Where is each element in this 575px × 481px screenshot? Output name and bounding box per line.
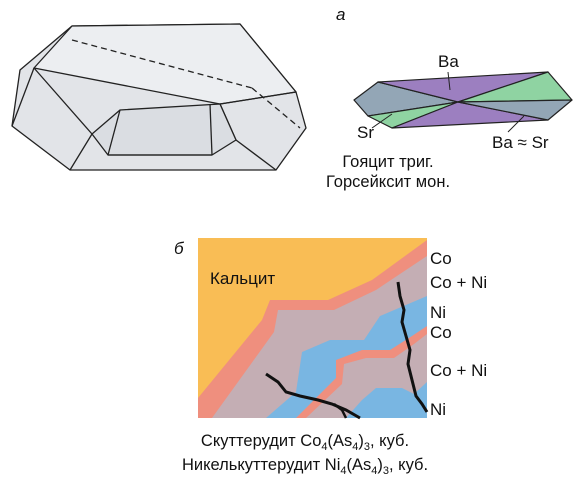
ba-leader — [447, 71, 451, 91]
panel-b-caption-line1: Скуттерудит Co4(As4)3, куб. — [160, 432, 450, 453]
grain-boundary — [265, 372, 361, 420]
zone-label-ni-2: Ni — [430, 400, 447, 419]
zone-label-co-1: Co — [430, 249, 452, 268]
calcite-label: Кальцит — [210, 269, 276, 288]
crystal-hidden-edge — [71, 39, 253, 89]
crystal-edge — [107, 109, 121, 156]
zone-label-coni-1: Co + Ni — [430, 273, 488, 292]
mineral-name: Скуттерудит — [200, 432, 296, 450]
panel-b-letter: б — [174, 239, 184, 258]
mineral-name: Никелькуттерудит — [181, 456, 321, 474]
grain-boundary — [333, 403, 348, 419]
sr-leader — [371, 113, 393, 129]
ba-label: Ba — [438, 52, 459, 71]
crystal-edge — [209, 103, 213, 156]
zone-ni-inner — [346, 382, 427, 418]
crystal-drawing — [11, 23, 307, 171]
crystal-edge — [11, 67, 35, 127]
grain-boundary — [396, 281, 429, 413]
sector-plate — [353, 71, 573, 133]
ba-sr-label: Ba ≈ Sr — [492, 133, 549, 152]
zone-label-ni-1: Ni — [430, 303, 447, 322]
sector-right-mixed — [457, 99, 573, 121]
zone-label-co-2: Co — [430, 323, 452, 342]
zone-label-coni-2: Co + Ni — [430, 361, 488, 380]
zoning-diagram — [198, 238, 429, 420]
ba-sr-leader — [507, 115, 525, 133]
crystal-edge — [219, 91, 297, 105]
formula: Ni4(As4)3, куб. — [324, 456, 429, 477]
crystal-hidden-edge — [251, 87, 301, 129]
panel-a-caption-line2: Горсейксит мон. — [325, 173, 451, 191]
panel-a-caption-line1: Гояцит триг. — [342, 153, 434, 171]
sr-label: Sr — [357, 123, 374, 142]
panel-b-caption-line2: Никелькуттерудит Ni4(As4)3, куб. — [160, 456, 450, 477]
formula: Co4(As4)3, куб. — [300, 432, 410, 453]
panel-a-letter: а — [336, 5, 346, 24]
